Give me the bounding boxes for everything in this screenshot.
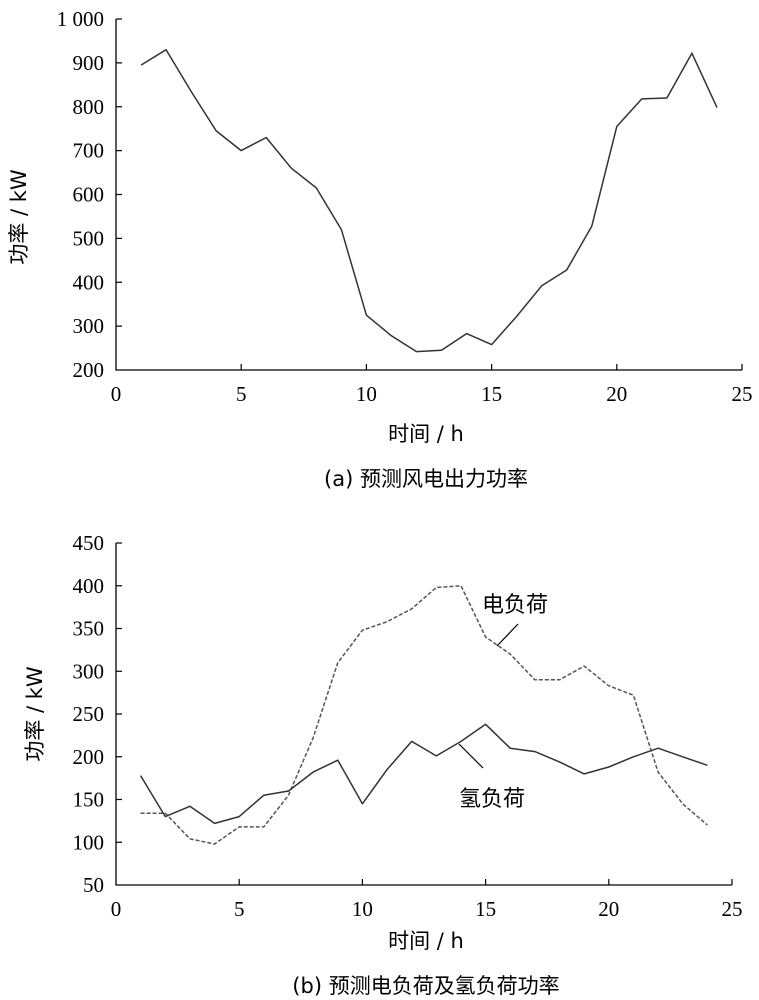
wind-axis-ticks: 0 5 10 15 20 25 200 300 400 500 600 700 800 900 1 000: [57, 7, 753, 406]
wind-chart-caption: (a) 预测风电出力功率: [324, 467, 528, 491]
electric-load-line: [140, 585, 708, 845]
electric-load-label: 电负荷: [482, 593, 548, 618]
wind-power-line: [140, 48, 718, 353]
load-x-tick-label: 20: [598, 897, 619, 921]
load-y-tick-label: 150: [73, 788, 105, 812]
wind-x-tick-label: 10: [356, 382, 377, 406]
load-x-tick-label: 15: [475, 897, 496, 921]
wind-y-tick-label: 500: [73, 226, 105, 250]
wind-y-axis-title: 功率 / kW: [7, 169, 31, 265]
load-plot-axes: [115, 543, 732, 886]
wind-x-tick-label: 20: [606, 382, 627, 406]
wind-y-tick-label: 200: [73, 358, 105, 382]
load-y-tick-label: 100: [73, 830, 105, 854]
wind-x-tick-label: 5: [236, 382, 247, 406]
load-y-tick-label: 350: [73, 617, 105, 641]
hydrogen-load-leader-line: [458, 743, 484, 769]
load-series-group: [139, 585, 708, 845]
wind-y-tick-label: 400: [73, 270, 105, 294]
wind-y-tick-label: 1 000: [57, 7, 104, 31]
load-y-tick-label: 200: [73, 745, 105, 769]
wind-plot-axes: [115, 19, 742, 371]
wind-y-tick-label: 700: [73, 139, 105, 163]
load-power-chart: 0 5 10 15 20 25 50 100 150 200 250 300 350 400 450 时间 …: [23, 531, 743, 998]
load-y-tick-label: 300: [73, 659, 105, 683]
load-y-axis-title: 功率 / kW: [23, 666, 47, 762]
wind-series-group: [140, 48, 718, 353]
load-y-tick-label: 250: [73, 702, 105, 726]
load-x-tick-label: 10: [352, 897, 373, 921]
load-x-axis-title: 时间 / h: [388, 929, 464, 953]
wind-x-tick-label: 25: [732, 382, 753, 406]
load-chart-caption: (b) 预测电负荷及氢负荷功率: [292, 974, 559, 998]
wind-y-tick-label: 600: [73, 183, 105, 207]
wind-x-tick-label: 15: [481, 382, 502, 406]
load-x-tick-label: 5: [234, 897, 245, 921]
wind-y-tick-label: 900: [73, 51, 105, 75]
load-y-tick-label: 450: [73, 531, 105, 555]
wind-y-tick-label: 300: [73, 314, 105, 338]
load-x-tick-label: 0: [111, 897, 122, 921]
wind-x-tick-label: 0: [111, 382, 122, 406]
load-y-tick-label: 50: [83, 873, 104, 897]
load-axis-ticks: 0 5 10 15 20 25 50 100 150 200 250 300 350 400 450: [73, 531, 743, 921]
hydrogen-load-label: 氢负荷: [459, 787, 525, 812]
hydrogen-load-line: [139, 723, 708, 825]
electric-load-leader-line: [496, 623, 519, 647]
load-y-tick-label: 400: [73, 574, 105, 598]
load-x-tick-label: 25: [722, 897, 743, 921]
wind-x-axis-title: 时间 / h: [388, 422, 464, 446]
wind-y-tick-label: 800: [73, 95, 105, 119]
